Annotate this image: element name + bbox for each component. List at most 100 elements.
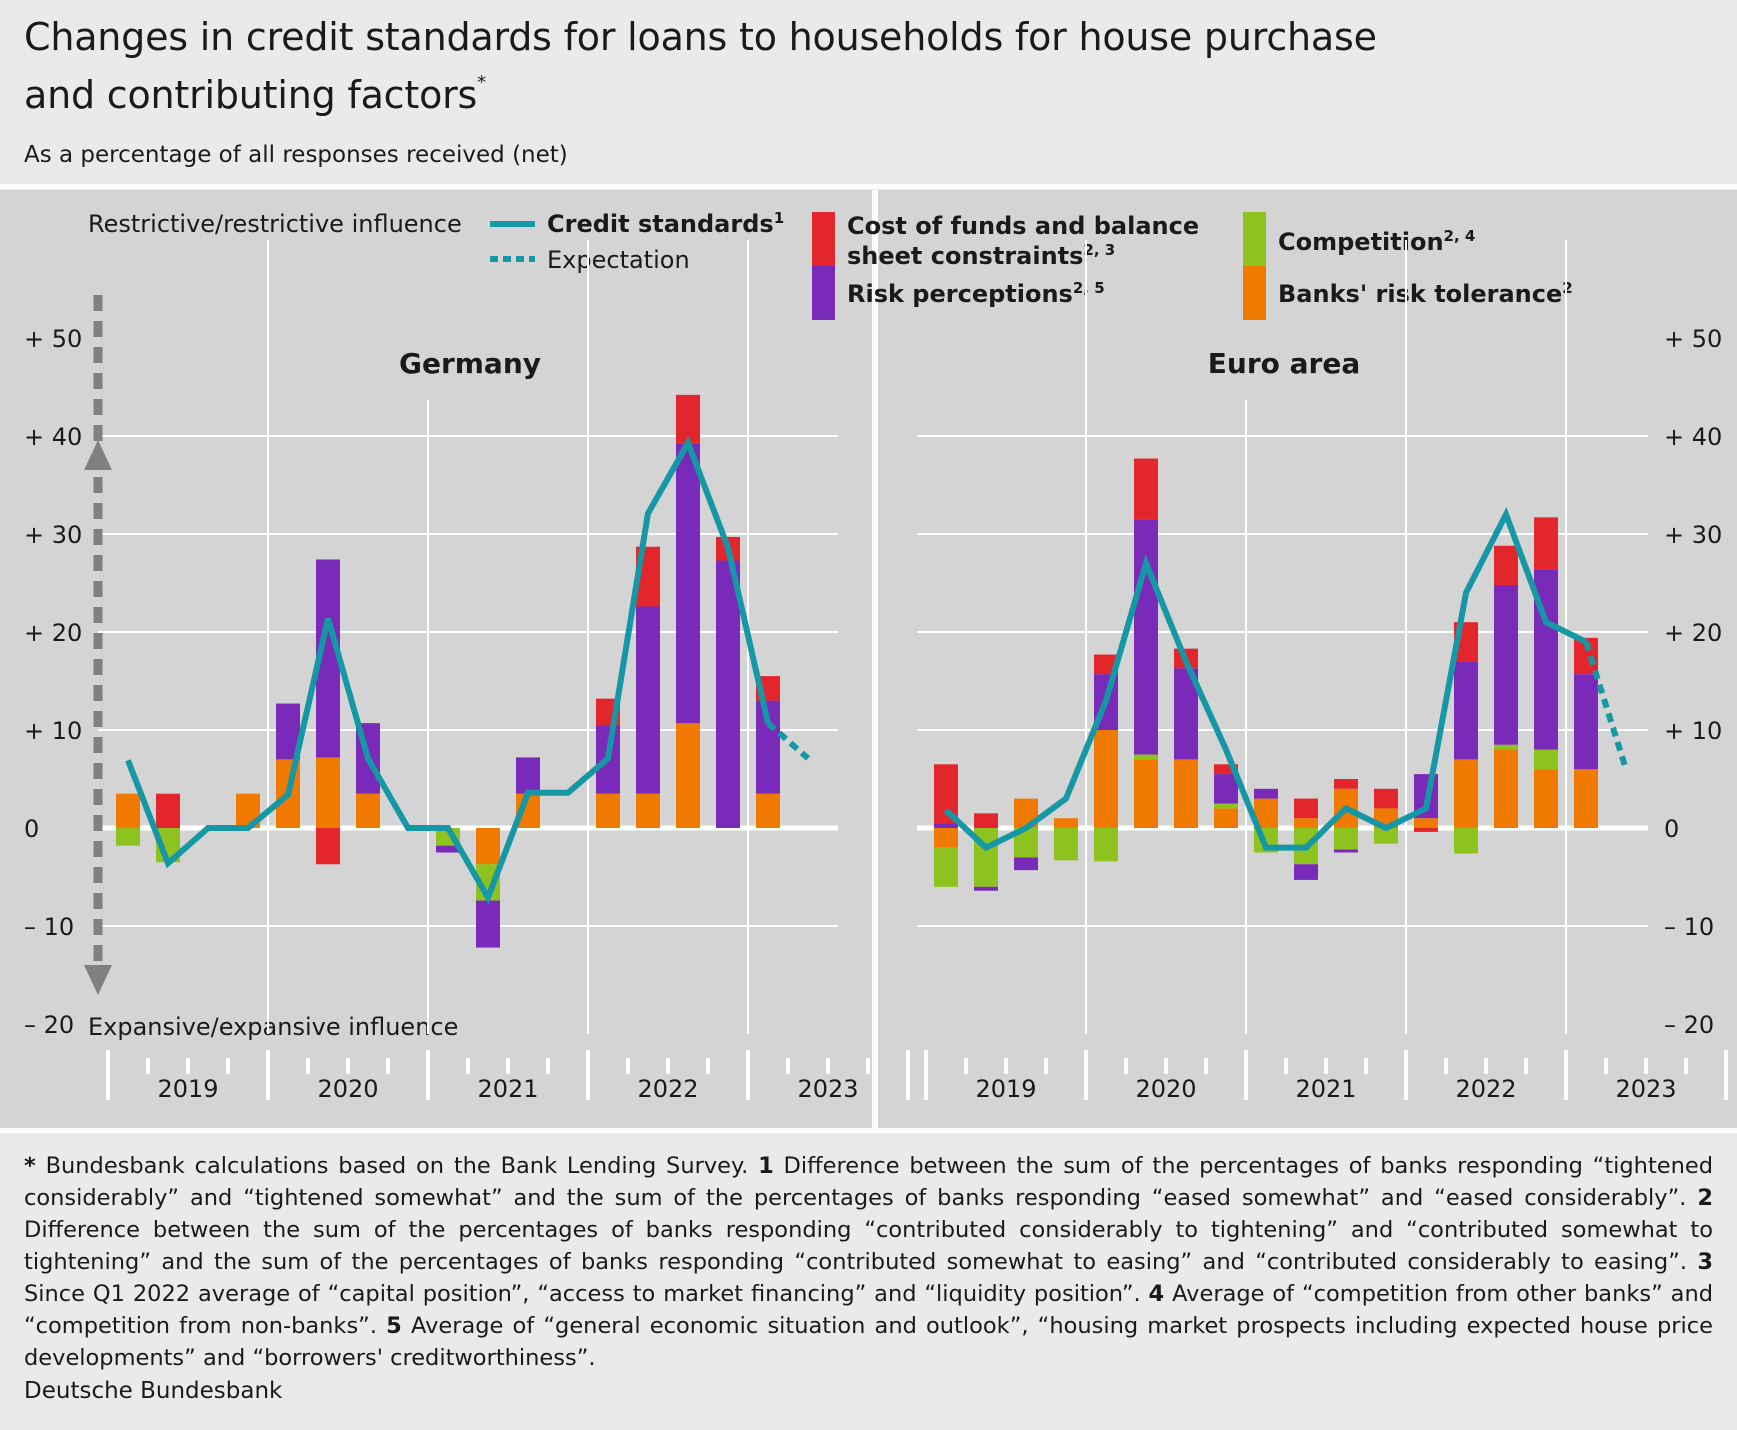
title-line-1: Changes in credit standards for loans to…	[24, 15, 1377, 59]
y-tick-right: + 10	[1664, 717, 1722, 745]
legend-competition-label-sup: 2, 4	[1444, 227, 1476, 245]
x-year-label-euro: 2021	[1295, 1075, 1356, 1103]
bar-tolerance-euro	[1454, 759, 1478, 828]
legend-tolerance-label-text: Banks' risk tolerance	[1278, 280, 1562, 308]
expectation-line-euro	[1583, 640, 1629, 771]
x-year-label-germany: 2020	[317, 1075, 378, 1103]
bar-tolerance-euro	[934, 828, 958, 848]
bar-cost-euro	[1334, 779, 1358, 789]
y-tick-left: 0	[24, 815, 39, 843]
bar-tolerance-euro	[1094, 730, 1118, 828]
bar-competition-euro	[1534, 749, 1558, 770]
bar-tolerance-germany	[756, 793, 780, 828]
bar-tolerance-euro	[1054, 818, 1078, 828]
y-tick-right: + 50	[1664, 325, 1722, 353]
top-rule	[0, 184, 1737, 189]
bottom-rule	[0, 1128, 1737, 1133]
footnote-asterisk: *	[24, 1153, 36, 1179]
bar-competition-euro	[1454, 828, 1478, 854]
bar-competition-euro	[1374, 828, 1398, 844]
y-tick-left: + 30	[24, 521, 82, 549]
x-year-label-euro: 2023	[1615, 1075, 1676, 1103]
bar-risk-euro	[974, 886, 998, 891]
bar-cost-euro	[974, 813, 998, 828]
footnote-text-1: Difference between the sum of the percen…	[24, 1153, 1713, 1211]
bar-risk-euro	[1014, 857, 1038, 871]
bar-tolerance-germany	[316, 757, 340, 828]
credit-standards-line-germany	[125, 435, 771, 905]
legend-credit-label: Credit standards1	[547, 209, 784, 238]
bar-competition-germany	[116, 828, 140, 846]
legend-risk-label: Risk perceptions2, 5	[847, 279, 1105, 308]
legend-expectation-label: Expectation	[547, 246, 690, 274]
bar-cost-germany	[316, 828, 340, 865]
y-tick-left: + 50	[24, 325, 82, 353]
bar-competition-euro	[1494, 744, 1518, 750]
bar-tolerance-germany	[116, 793, 140, 828]
chart-title: Changes in credit standards for loans to…	[24, 14, 1424, 118]
legend-cost-label-line2: sheet constraints2, 3	[847, 241, 1115, 270]
bar-cost-euro	[1414, 828, 1438, 832]
legend-risk-label-text: Risk perceptions	[847, 280, 1073, 308]
y-tick-left: – 10	[24, 913, 74, 941]
bar-risk-germany	[516, 757, 540, 794]
arrow-down-head	[84, 965, 112, 995]
legend-competition-label-text: Competition	[1278, 228, 1444, 256]
bar-tolerance-euro	[1574, 769, 1598, 828]
legend-tolerance-swatch	[1243, 266, 1266, 320]
legend-tolerance-label: Banks' risk tolerance2	[1278, 279, 1573, 308]
bar-risk-euro	[1254, 788, 1278, 799]
footnote-number-5: 5	[386, 1313, 402, 1339]
legend-risk-swatch	[812, 266, 835, 320]
panel-title-euro: Euro area	[1208, 347, 1360, 380]
legend-credit-label-text: Credit standards	[547, 210, 774, 238]
bar-competition-euro	[1134, 754, 1158, 760]
axis-bottom-label: Expansive/expansive influence	[88, 1013, 458, 1041]
y-tick-left: + 20	[24, 619, 82, 647]
bar-tolerance-euro	[1534, 769, 1558, 828]
credit-standards-line-euro	[943, 506, 1588, 852]
bar-tolerance-germany	[476, 828, 500, 865]
bar-tolerance-euro	[1294, 818, 1318, 828]
y-tick-right: – 20	[1664, 1011, 1714, 1039]
legend-tolerance-label-sup: 2	[1562, 279, 1572, 297]
legend-competition-label: Competition2, 4	[1278, 227, 1475, 256]
bar-competition-euro	[1054, 828, 1078, 861]
bar-cost-euro	[1094, 654, 1118, 675]
x-year-label-germany: 2019	[157, 1075, 218, 1103]
bar-risk-euro	[934, 823, 958, 828]
chart-svg: + 50 + 50 + 40 + 40 + 30 + 30 + 20 + 20 + 10 + 10…	[24, 190, 1728, 1128]
title-line-2: and contributing factors*	[24, 60, 1424, 118]
bar-tolerance-germany	[636, 793, 660, 828]
bar-tolerance-germany	[676, 723, 700, 828]
panel-separator	[872, 190, 878, 1128]
bar-tolerance-euro	[1174, 759, 1198, 828]
y-tick-right: + 40	[1664, 423, 1722, 451]
y-tick-right: 0	[1664, 815, 1679, 843]
bar-competition-euro	[1094, 828, 1118, 862]
arrow-up-head	[84, 440, 112, 470]
legend-risk-label-sup: 2, 5	[1073, 279, 1105, 297]
bar-cost-germany	[156, 793, 180, 828]
legend-cost-label-line1: Cost of funds and balance	[847, 212, 1199, 240]
bar-risk-euro	[1494, 584, 1518, 745]
bar-risk-euro	[1294, 864, 1318, 880]
title-line-2-text: and contributing factors	[24, 73, 478, 117]
x-year-label-euro: 2022	[1455, 1075, 1516, 1103]
bar-cost-euro	[1134, 458, 1158, 520]
bar-risk-euro	[1574, 674, 1598, 770]
bar-tolerance-euro	[1214, 808, 1238, 828]
footnotes: * Bundesbank calculations based on the B…	[24, 1150, 1713, 1374]
footnote-text-2: Difference between the sum of the percen…	[24, 1217, 1713, 1275]
x-year-label-euro: 2019	[975, 1075, 1036, 1103]
bar-cost-euro	[1534, 517, 1558, 570]
y-tick-left: – 20	[24, 1011, 74, 1039]
bar-competition-euro	[1334, 828, 1358, 850]
x-year-label-germany: 2021	[477, 1075, 538, 1103]
bar-risk-euro	[1134, 519, 1158, 755]
bar-tolerance-euro	[1494, 749, 1518, 828]
footnote-number-3: 3	[1697, 1249, 1714, 1275]
y-tick-left: + 40	[24, 423, 82, 451]
footnote-text-0: Bundesbank calculations based on the Ban…	[45, 1153, 749, 1179]
chart-panel	[0, 190, 1737, 1128]
